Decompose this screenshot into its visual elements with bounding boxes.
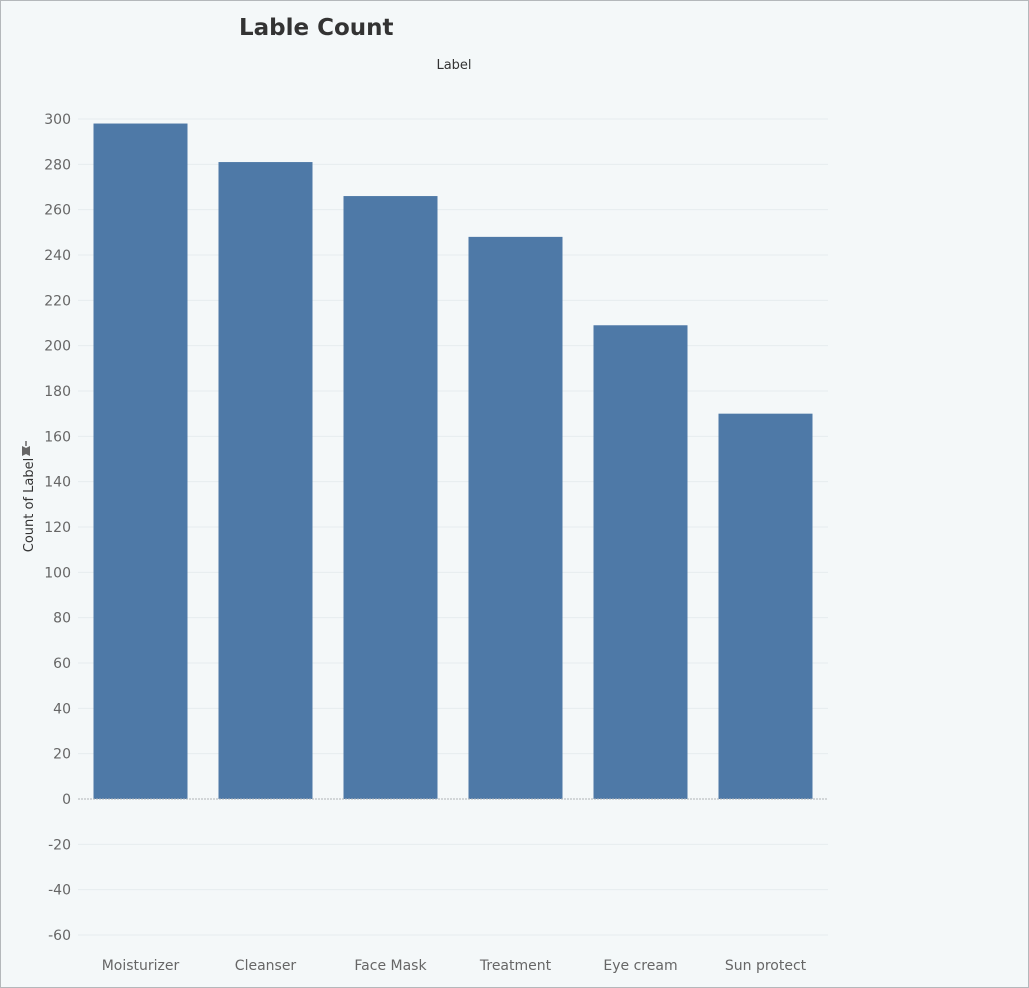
y-axis-ticks: 3002802602402202001801601401201008060402…	[44, 112, 71, 944]
bars	[93, 123, 813, 800]
y-tick-label: 20	[53, 747, 71, 763]
y-tick-label: -20	[48, 837, 71, 853]
x-tick-label[interactable]: Treatment	[479, 958, 552, 974]
y-tick-label: 180	[44, 384, 71, 400]
x-tick-label[interactable]: Face Mask	[354, 958, 427, 974]
bar-sun-protect[interactable]	[718, 413, 813, 799]
y-tick-label: 160	[44, 429, 71, 445]
x-tick-label[interactable]: Sun protect	[725, 958, 807, 974]
y-tick-label: 120	[44, 520, 71, 536]
bar-face-mask[interactable]	[343, 196, 438, 800]
y-tick-label: 260	[44, 203, 71, 219]
y-tick-label: 220	[44, 293, 71, 309]
x-tick-label[interactable]: Cleanser	[235, 958, 297, 974]
chart-title: Lable Count	[239, 15, 394, 41]
y-tick-label: -40	[48, 883, 71, 899]
gridlines	[78, 118, 828, 936]
x-tick-label[interactable]: Eye cream	[603, 958, 677, 974]
bar-moisturizer[interactable]	[93, 123, 188, 800]
y-axis-title: Count of Label	[22, 458, 37, 552]
y-tick-label: 0	[62, 792, 71, 808]
bar-eye-cream[interactable]	[593, 325, 688, 799]
y-tick-label: 280	[44, 157, 71, 173]
y-tick-label: 240	[44, 248, 71, 264]
y-tick-label: 80	[53, 611, 71, 627]
bar-treatment[interactable]	[468, 236, 563, 799]
y-tick-label: 140	[44, 475, 71, 491]
pin-icon[interactable]	[22, 441, 30, 456]
y-tick-label: -60	[48, 928, 71, 944]
x-axis-ticks: Moisturizer Cleanser Face Mask Treatment Eye…	[102, 958, 807, 974]
y-tick-label: 100	[44, 565, 71, 581]
y-tick-label: 60	[53, 656, 71, 672]
y-tick-label: 300	[44, 112, 71, 128]
x-tick-label[interactable]: Moisturizer	[102, 958, 180, 974]
bar-cleanser[interactable]	[218, 162, 313, 800]
y-tick-label: 40	[53, 701, 71, 717]
y-tick-label: 200	[44, 339, 71, 355]
column-header: Label	[436, 58, 472, 73]
y-axis-label[interactable]: Count of Label	[22, 458, 37, 552]
